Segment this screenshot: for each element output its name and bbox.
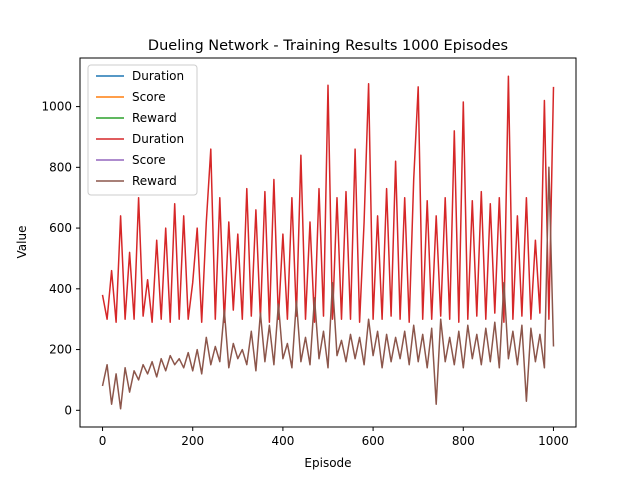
legend-entry-label: Duration: [132, 132, 184, 146]
x-tick-label: 0: [99, 434, 107, 448]
y-tick-label: 600: [49, 221, 72, 235]
y-axis-label: Value: [15, 226, 29, 259]
y-tick-label: 800: [49, 160, 72, 174]
y-axis-ticks: 0 200 400 600 800 1000: [41, 100, 80, 417]
legend-entry-label: Reward: [132, 174, 177, 188]
legend-entry-label: Duration: [132, 69, 184, 83]
legend-entry-label: Reward: [132, 111, 177, 125]
legend-entry-label: Score: [132, 90, 166, 104]
series-line-duration-0: [101, 75, 555, 323]
x-tick-label: 800: [452, 434, 475, 448]
x-tick-label: 600: [362, 434, 385, 448]
plot-lines: [101, 75, 555, 410]
y-tick-label: 400: [49, 282, 72, 296]
y-tick-label: 1000: [41, 100, 72, 114]
series-line-reward-1: [101, 166, 555, 410]
y-tick-label: 200: [49, 343, 72, 357]
legend: Duration Score Reward Duration Score Reward: [87, 64, 198, 196]
x-tick-label: 200: [181, 434, 204, 448]
x-tick-label: 400: [271, 434, 294, 448]
legend-entry-label: Score: [132, 153, 166, 167]
x-axis-ticks: 0 200 400 600 800 1000: [99, 427, 569, 448]
plot-frame: [79, 57, 577, 428]
chart-title: Dueling Network - Training Results 1000 …: [148, 38, 508, 54]
y-tick-label: 0: [64, 403, 72, 417]
x-tick-label: 1000: [538, 434, 569, 448]
x-axis-label: Episode: [304, 456, 351, 470]
